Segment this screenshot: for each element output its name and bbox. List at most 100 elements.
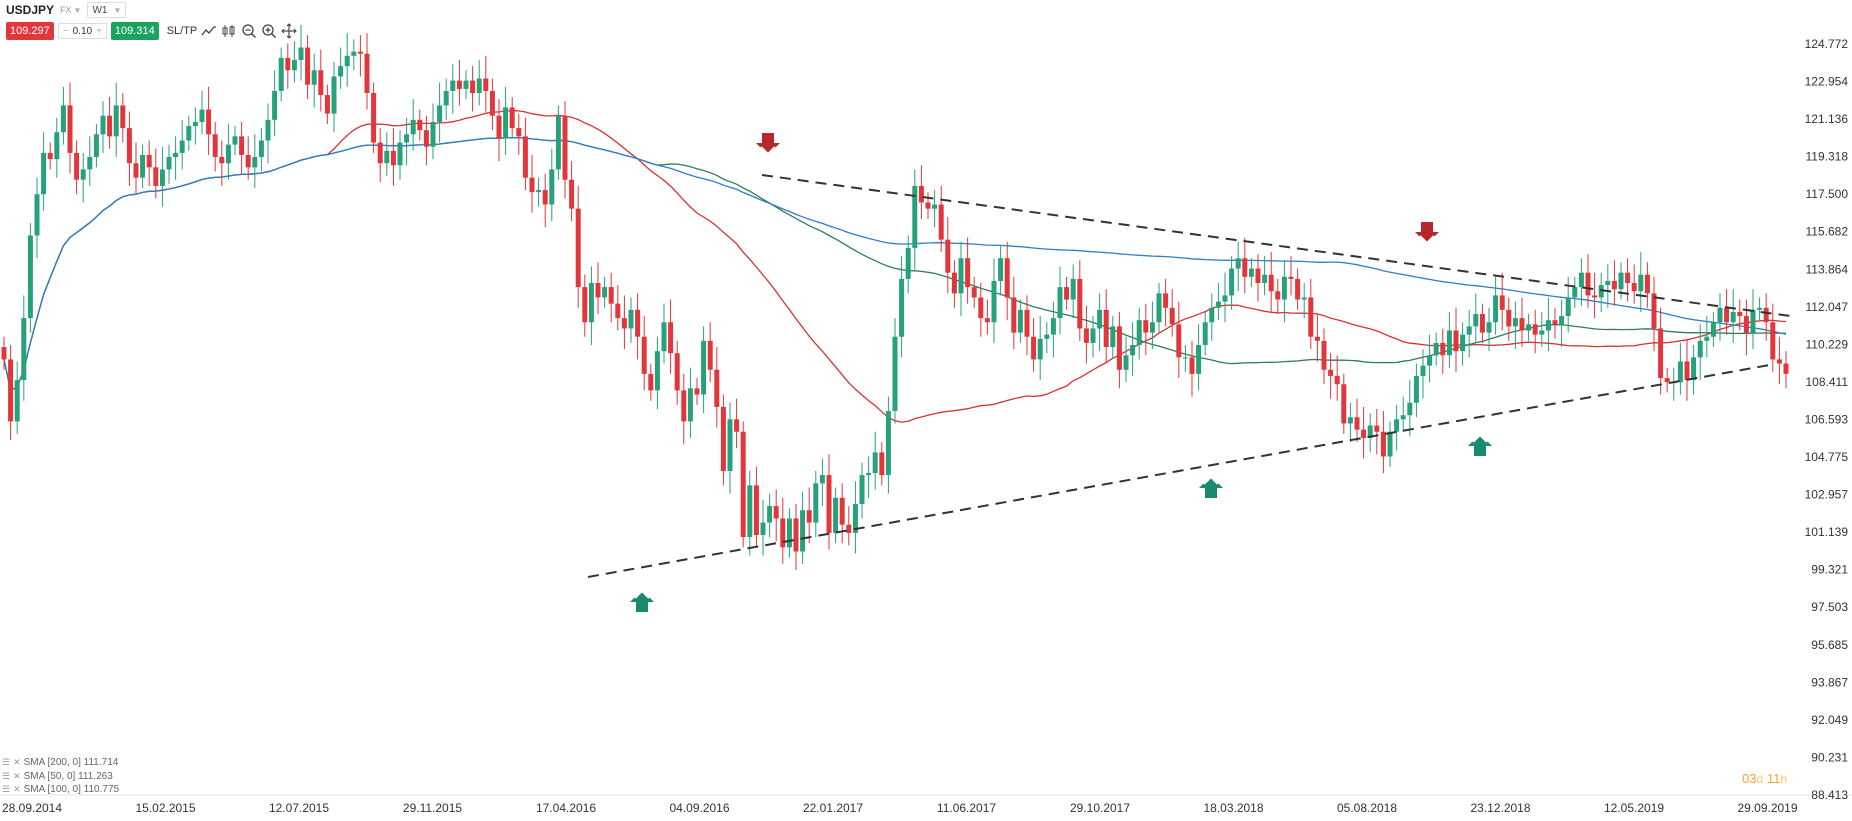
candle-body: [542, 190, 548, 205]
candle-body: [1592, 295, 1598, 298]
candle-body: [1374, 425, 1380, 432]
candle: [1215, 283, 1221, 321]
support-trendline[interactable]: [587, 363, 1776, 578]
countdown-days: 03: [1742, 771, 1757, 786]
zoom-in-icon[interactable]: [261, 23, 277, 39]
indicator-legend-sma100[interactable]: ☰ ✕ SMA [100, 0] 110.775: [2, 784, 119, 795]
candle-body: [1, 347, 7, 360]
settings-icon[interactable]: ☰: [2, 784, 11, 794]
volume-increase-button[interactable]: +: [96, 25, 102, 37]
sell-button[interactable]: 109.297: [6, 22, 54, 40]
candle: [404, 117, 410, 166]
close-icon[interactable]: ✕: [13, 757, 21, 767]
timeframe-selector[interactable]: W1 ▼: [87, 2, 127, 18]
candle-body: [582, 287, 588, 323]
price-tick-label: 104.775: [1805, 450, 1849, 464]
candle-body: [186, 126, 192, 141]
candle: [410, 99, 416, 151]
candle-body: [529, 177, 535, 193]
settings-icon[interactable]: ☰: [2, 771, 11, 781]
candle-body: [153, 167, 159, 186]
candle: [648, 363, 654, 401]
crosshair-icon[interactable]: [281, 23, 297, 39]
price-tick-label: 121.136: [1805, 112, 1849, 126]
candle: [1770, 303, 1776, 372]
candle-body: [1717, 307, 1723, 323]
candle-countdown: 03d 11h: [1742, 771, 1787, 786]
candle: [1783, 351, 1789, 389]
candle: [305, 35, 311, 100]
candle: [1011, 276, 1017, 350]
candle: [932, 190, 938, 228]
candle: [582, 274, 588, 337]
line-chart-icon[interactable]: [201, 23, 217, 39]
candle: [1143, 303, 1149, 356]
candle-body: [120, 105, 126, 129]
candle: [859, 462, 865, 519]
candle: [1598, 272, 1604, 312]
settings-icon[interactable]: ☰: [2, 757, 11, 767]
zoom-out-icon[interactable]: [241, 23, 257, 39]
candle: [1545, 297, 1551, 352]
close-icon[interactable]: ✕: [13, 784, 21, 794]
candle: [476, 59, 482, 106]
volume-stepper[interactable]: − 0.10 +: [57, 23, 107, 39]
buy-button[interactable]: 109.314: [110, 22, 159, 40]
chevron-down-icon: ▼: [113, 5, 122, 15]
candle: [846, 506, 852, 546]
candle: [1717, 293, 1723, 341]
candle-body: [1605, 280, 1611, 286]
arrow-up-icon: [630, 589, 654, 612]
candle-body: [958, 258, 964, 294]
candle-body: [1248, 268, 1254, 277]
candle: [206, 86, 212, 155]
candle: [1262, 256, 1268, 296]
candle-body: [1090, 328, 1096, 343]
candle-body: [846, 524, 852, 533]
candle-body: [225, 144, 231, 164]
candle-chart-icon[interactable]: [221, 23, 237, 39]
candle: [1057, 266, 1063, 335]
candle: [272, 70, 278, 137]
candle-body: [681, 390, 687, 422]
candle: [1479, 303, 1485, 343]
candle: [780, 497, 786, 564]
time-axis[interactable]: 28.09.2014 15.02.2015 12.07.2015 29.11.2015…: [2, 801, 1798, 815]
sltp-button[interactable]: SL/TP: [166, 25, 198, 37]
volume-value[interactable]: 0.10: [72, 25, 93, 37]
candle-body: [555, 115, 561, 170]
candle: [377, 128, 383, 182]
candle: [371, 82, 377, 153]
candle-body: [1037, 338, 1043, 360]
candle: [113, 82, 119, 158]
candle-body: [1347, 417, 1353, 424]
candle: [1526, 313, 1532, 341]
indicator-legend-sma200[interactable]: ☰ ✕ SMA [200, 0] 111.714: [2, 757, 118, 768]
candle: [1420, 349, 1426, 399]
candle: [720, 394, 726, 486]
candle-body: [1361, 429, 1367, 438]
price-axis[interactable]: 124.772 122.954 121.136 119.318 117.500 115.6…: [1805, 37, 1849, 802]
candle: [1710, 311, 1716, 348]
candle-body: [773, 506, 779, 519]
resistance-trendline[interactable]: [761, 174, 1791, 317]
candle: [1347, 402, 1353, 443]
market-selector[interactable]: FX ▼: [60, 5, 81, 15]
candle: [1512, 301, 1518, 350]
symbol-name[interactable]: USDJPY: [6, 3, 55, 17]
indicator-legend-sma50[interactable]: ☰ ✕ SMA [50, 0] 111.263: [2, 771, 113, 782]
candle: [67, 82, 73, 174]
volume-decrease-button[interactable]: −: [62, 25, 69, 37]
price-tick-label: 115.682: [1806, 225, 1849, 239]
candle-body: [179, 140, 185, 153]
candle: [1413, 363, 1419, 418]
candle: [1295, 268, 1301, 310]
candle-body: [1222, 295, 1228, 302]
candle-body: [1473, 313, 1479, 327]
close-icon[interactable]: ✕: [13, 771, 21, 781]
candle: [1644, 262, 1650, 308]
candle: [27, 223, 33, 333]
candle-body: [562, 115, 568, 180]
candle: [1592, 272, 1598, 319]
